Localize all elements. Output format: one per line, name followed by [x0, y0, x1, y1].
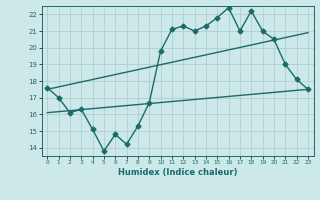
X-axis label: Humidex (Indice chaleur): Humidex (Indice chaleur)	[118, 168, 237, 177]
